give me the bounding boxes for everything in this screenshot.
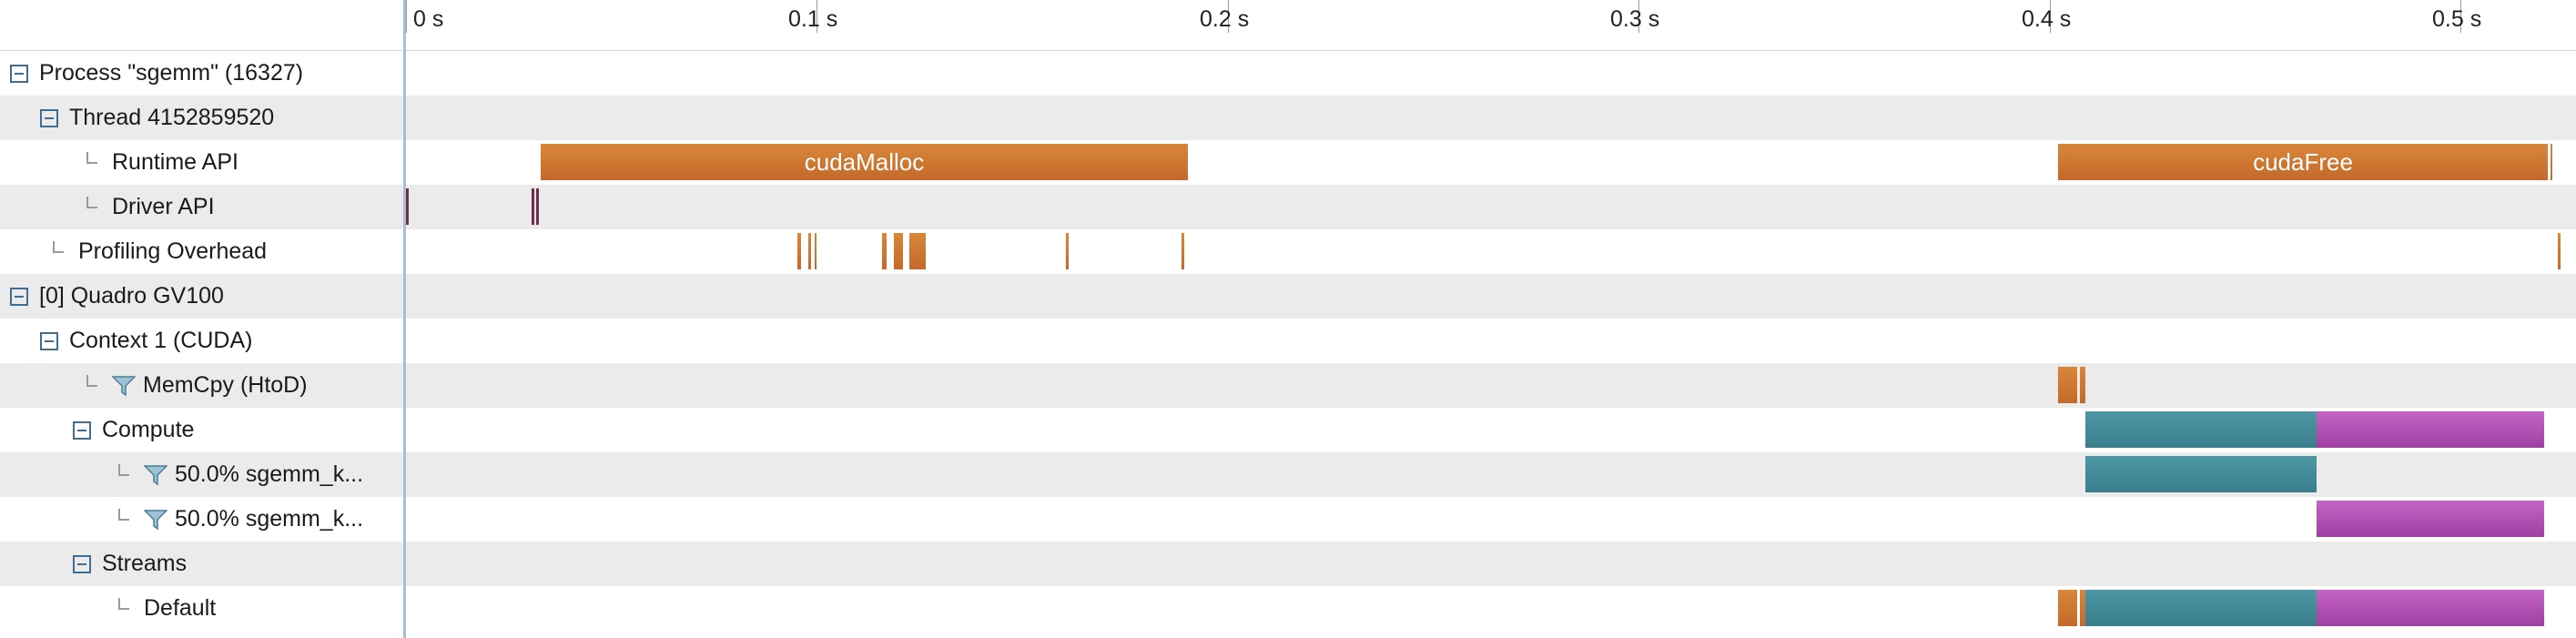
ruler-tick <box>816 0 817 33</box>
tree-elbow-icon <box>86 197 97 208</box>
stream-kernel-bar-a[interactable] <box>2085 590 2317 626</box>
tree-row-device[interactable]: [0] Quadro GV100 <box>0 274 403 319</box>
compute-kernel-bar-a[interactable] <box>2085 411 2317 448</box>
panel-splitter[interactable] <box>403 0 406 638</box>
collapse-icon[interactable] <box>40 108 58 127</box>
tree-row-kernel-1[interactable]: 50.0% sgemm_k... <box>0 452 403 497</box>
bar-label: cudaFree <box>2253 148 2353 176</box>
ruler-tick-label: 0.3 s <box>1610 6 1660 32</box>
filter-icon[interactable] <box>144 509 167 531</box>
ruler-tick-label: 0.1 s <box>788 6 838 32</box>
tree-row-default-stream[interactable]: Default <box>0 586 403 631</box>
tree-row-driver-api[interactable]: Driver API <box>0 185 403 229</box>
overhead-bar[interactable] <box>882 233 887 269</box>
ruler-baseline <box>406 50 2576 51</box>
tree-row-memcpy[interactable]: MemCpy (HtoD) <box>0 363 403 408</box>
tree-row-label: Compute <box>102 417 195 442</box>
overhead-bar[interactable] <box>808 233 811 269</box>
kernel-2-bar[interactable] <box>2317 501 2544 537</box>
tree-elbow-icon <box>86 152 97 164</box>
stream-kernel-bar-b[interactable] <box>2317 590 2544 626</box>
filter-icon[interactable] <box>144 464 167 486</box>
ruler-tick <box>2460 0 2461 33</box>
stream-memcpy-bar[interactable] <box>2080 590 2085 626</box>
bar-label: cudaMalloc <box>804 148 925 176</box>
ruler-tick-label: 0.5 s <box>2432 6 2482 32</box>
timeline-row <box>406 363 2576 408</box>
tree-row-streams[interactable]: Streams <box>0 542 403 586</box>
ruler-tick <box>406 0 407 33</box>
runtime-bar-cudamalloc[interactable]: cudaMalloc <box>541 144 1188 180</box>
tree-row-label: Driver API <box>112 194 215 219</box>
tree-header-spacer <box>0 0 403 51</box>
timeline-row <box>406 229 2576 274</box>
kernel-1-bar[interactable] <box>2085 456 2317 492</box>
ruler-tick <box>2050 0 2051 33</box>
driver-bar[interactable] <box>532 188 534 225</box>
overhead-bar[interactable] <box>894 233 903 269</box>
ruler-tick <box>1638 0 1639 33</box>
tree-row-label: Runtime API <box>112 149 238 175</box>
tree-row-compute[interactable]: Compute <box>0 408 403 452</box>
ruler-tick-label: 0.4 s <box>2022 6 2072 32</box>
memcpy-bar[interactable] <box>2080 367 2085 403</box>
overhead-bar[interactable] <box>2558 233 2561 269</box>
runtime-bar-cudafree[interactable]: cudaFree <box>2058 144 2548 180</box>
runtime-bar-small[interactable] <box>2551 144 2552 180</box>
overhead-bar[interactable] <box>1066 233 1069 269</box>
tree-row-label: MemCpy (HtoD) <box>143 372 308 398</box>
driver-bar[interactable] <box>406 188 409 225</box>
memcpy-bar[interactable] <box>2058 367 2077 403</box>
collapse-icon[interactable] <box>73 420 91 440</box>
timeline-tree-panel: Process "sgemm" (16327) Thread 415285952… <box>0 0 403 638</box>
overhead-bar[interactable] <box>797 233 801 269</box>
collapse-icon[interactable] <box>10 287 28 306</box>
tree-row-label: 50.0% sgemm_k... <box>175 461 364 487</box>
compute-kernel-bar-b[interactable] <box>2317 411 2544 448</box>
tree-elbow-icon <box>86 375 97 387</box>
timeline-row <box>406 319 2576 363</box>
overhead-bar[interactable] <box>909 233 926 269</box>
tree-row-label: Default <box>144 595 217 621</box>
tree-elbow-icon <box>118 509 129 521</box>
tree-row-thread[interactable]: Thread 4152859520 <box>0 96 403 140</box>
ruler-tick-label: 0.2 s <box>1200 6 1250 32</box>
stream-memcpy-bar[interactable] <box>2058 590 2077 626</box>
tree-elbow-icon <box>118 598 129 610</box>
timeline-canvas[interactable]: 0 s 0.1 s 0.2 s 0.3 s 0.4 s 0.5 s cudaMa… <box>406 0 2576 638</box>
ruler-tick-label: 0 s <box>413 6 444 32</box>
timeline-row <box>406 96 2576 140</box>
overhead-bar[interactable] <box>815 233 816 269</box>
tree-row-label: Context 1 (CUDA) <box>69 328 253 353</box>
tree-row-label: Process "sgemm" (16327) <box>39 60 304 86</box>
tree-row-runtime-api[interactable]: Runtime API <box>0 140 403 185</box>
timeline-row <box>406 185 2576 229</box>
timeline-row <box>406 274 2576 319</box>
timeline-row <box>406 497 2576 542</box>
driver-bar[interactable] <box>536 188 539 225</box>
tree-elbow-icon <box>53 241 64 253</box>
tree-elbow-icon <box>118 464 129 476</box>
tree-row-context[interactable]: Context 1 (CUDA) <box>0 319 403 363</box>
tree-row-label: Streams <box>102 551 188 576</box>
ruler-tick <box>1228 0 1229 33</box>
filter-icon[interactable] <box>112 375 136 397</box>
overhead-bar[interactable] <box>1182 233 1184 269</box>
tree-row-label: [0] Quadro GV100 <box>39 283 224 309</box>
tree-row-label: Profiling Overhead <box>78 238 268 264</box>
tree-row-kernel-2[interactable]: 50.0% sgemm_k... <box>0 497 403 542</box>
collapse-icon[interactable] <box>40 331 58 350</box>
collapse-icon[interactable] <box>10 64 28 83</box>
tree-row-label: Thread 4152859520 <box>69 105 275 130</box>
timeline-row <box>406 542 2576 586</box>
time-ruler[interactable]: 0 s 0.1 s 0.2 s 0.3 s 0.4 s 0.5 s <box>406 0 2576 51</box>
tree-row-profiling-overhead[interactable]: Profiling Overhead <box>0 229 403 274</box>
collapse-icon[interactable] <box>73 554 91 573</box>
timeline-row <box>406 51 2576 96</box>
tree-row-process[interactable]: Process "sgemm" (16327) <box>0 51 403 96</box>
tree-row-label: 50.0% sgemm_k... <box>175 506 364 532</box>
